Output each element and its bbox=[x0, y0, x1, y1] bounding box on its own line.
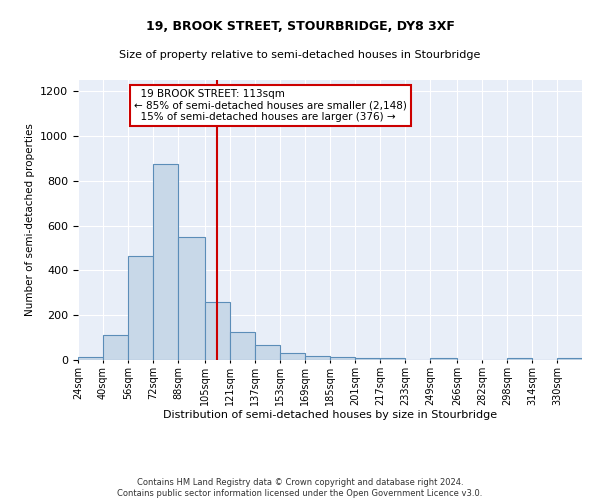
Bar bbox=[280, 354, 305, 360]
Text: 19, BROOK STREET, STOURBRIDGE, DY8 3XF: 19, BROOK STREET, STOURBRIDGE, DY8 3XF bbox=[146, 20, 454, 33]
Text: Contains HM Land Registry data © Crown copyright and database right 2024.
Contai: Contains HM Land Registry data © Crown c… bbox=[118, 478, 482, 498]
Bar bbox=[330, 356, 355, 360]
Bar bbox=[305, 356, 330, 360]
Bar bbox=[355, 358, 380, 360]
Bar bbox=[153, 164, 178, 360]
Bar bbox=[255, 346, 280, 360]
Bar bbox=[230, 332, 255, 360]
Bar bbox=[178, 237, 205, 360]
Bar bbox=[507, 358, 532, 360]
Bar bbox=[128, 256, 153, 360]
Text: 19 BROOK STREET: 113sqm
← 85% of semi-detached houses are smaller (2,148)
  15% : 19 BROOK STREET: 113sqm ← 85% of semi-de… bbox=[134, 89, 407, 122]
Y-axis label: Number of semi-detached properties: Number of semi-detached properties bbox=[25, 124, 35, 316]
Bar bbox=[380, 358, 405, 360]
Bar bbox=[430, 358, 457, 360]
Bar bbox=[78, 356, 103, 360]
Text: Size of property relative to semi-detached houses in Stourbridge: Size of property relative to semi-detach… bbox=[119, 50, 481, 60]
X-axis label: Distribution of semi-detached houses by size in Stourbridge: Distribution of semi-detached houses by … bbox=[163, 410, 497, 420]
Bar bbox=[205, 302, 230, 360]
Bar bbox=[557, 358, 582, 360]
Bar bbox=[103, 336, 128, 360]
